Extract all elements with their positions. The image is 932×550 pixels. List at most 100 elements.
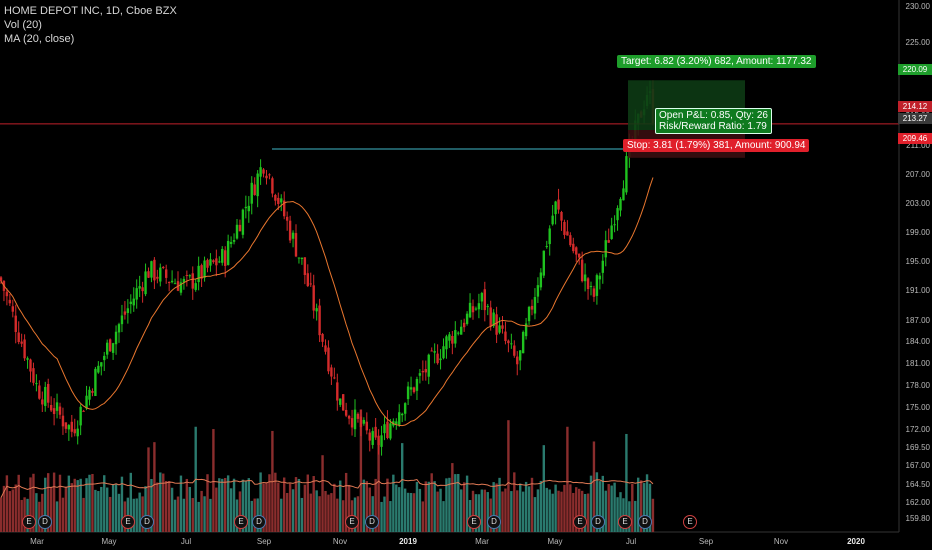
candle-body — [362, 419, 366, 424]
candle-body — [607, 240, 610, 243]
earnings-marker[interactable]: E — [618, 515, 632, 529]
time-tick: Mar — [30, 537, 44, 546]
candle-body — [424, 369, 427, 373]
candle-body — [271, 178, 274, 194]
candle-body — [106, 342, 109, 355]
volume-bar — [551, 493, 554, 532]
candle-body — [583, 274, 587, 282]
candle-body — [536, 285, 540, 297]
candle-body — [383, 424, 386, 434]
earnings-marker[interactable]: E — [234, 515, 248, 529]
earnings-marker[interactable]: E — [121, 515, 135, 529]
dividend-marker[interactable]: D — [140, 515, 154, 529]
volume-bar — [318, 496, 321, 532]
candle-body — [182, 278, 186, 283]
candle-body — [622, 188, 625, 201]
dividend-marker[interactable]: D — [252, 515, 266, 529]
candle-body — [165, 269, 168, 278]
volume-bar — [79, 478, 82, 532]
dividend-marker[interactable]: D — [638, 515, 652, 529]
volume-bar — [280, 498, 283, 532]
symbol-title[interactable]: HOME DEPOT INC, 1D, Cboe BZX — [4, 5, 177, 17]
volume-bar — [439, 488, 442, 532]
volume-bar — [315, 490, 318, 532]
candle-body — [309, 283, 312, 285]
candle-body — [8, 299, 12, 304]
volume-bar — [212, 429, 215, 532]
volume-bar — [604, 490, 607, 532]
volume-bar — [460, 489, 463, 532]
earnings-marker[interactable]: E — [345, 515, 359, 529]
volume-bar — [595, 472, 599, 532]
dividend-marker[interactable]: D — [487, 515, 501, 529]
candle-body — [197, 265, 200, 283]
volume-bar — [2, 485, 6, 532]
volume-bar — [268, 474, 271, 532]
volume-bar — [616, 497, 619, 532]
chart-grid — [0, 0, 900, 533]
dividend-marker[interactable]: D — [38, 515, 52, 529]
volume-bar — [206, 474, 209, 532]
volume-bar — [309, 493, 312, 532]
dividend-marker[interactable]: D — [365, 515, 379, 529]
candle-body — [144, 271, 147, 295]
volume-bar — [173, 499, 177, 532]
volume-bar — [11, 489, 14, 532]
candle-body — [519, 350, 522, 361]
candle-body — [468, 302, 472, 318]
candle-body — [253, 184, 256, 195]
volume-bar — [8, 491, 12, 532]
volume-bar — [70, 483, 73, 532]
price-tick: 211.00 — [906, 140, 930, 150]
candle-body — [132, 298, 135, 306]
candle-body — [460, 326, 463, 335]
candle-body — [462, 322, 466, 328]
stop-label[interactable]: Stop: 3.81 (1.79%) 381, Amount: 900.94 — [623, 139, 810, 152]
candle-body — [353, 409, 357, 430]
candle-body — [342, 394, 345, 411]
volume-bar — [156, 482, 159, 532]
candle-body — [218, 261, 221, 263]
target-label[interactable]: Target: 6.82 (3.20%) 682, Amount: 1177.3… — [617, 55, 816, 68]
volume-bar — [324, 490, 327, 532]
candle-body — [589, 286, 593, 288]
candle-body — [333, 377, 336, 379]
candle-body — [206, 259, 209, 268]
volume-bar — [294, 477, 298, 532]
candle-body — [350, 418, 354, 428]
volume-indicator-label[interactable]: Vol (20) — [4, 19, 42, 31]
volume-bar — [41, 493, 44, 532]
volume-bar — [406, 492, 410, 532]
volume-bar — [362, 479, 366, 532]
dividend-marker[interactable]: D — [591, 515, 605, 529]
candle-body — [365, 421, 368, 431]
candle-body — [91, 391, 94, 393]
volume-bar — [165, 480, 168, 532]
volume-bar — [291, 489, 295, 532]
earnings-marker[interactable]: E — [573, 515, 587, 529]
candle-body — [162, 266, 165, 268]
earnings-marker[interactable]: E — [683, 515, 697, 529]
candle-body — [521, 331, 525, 354]
candle-body — [49, 404, 53, 411]
price-tick: 199.00 — [905, 228, 930, 238]
volume-bar — [454, 474, 457, 532]
ma-indicator-label[interactable]: MA (20, close) — [4, 33, 75, 45]
earnings-marker[interactable]: E — [467, 515, 481, 529]
candle-body — [306, 273, 309, 287]
candle-body — [291, 232, 295, 239]
candle-body — [554, 201, 557, 215]
volume-bar — [138, 492, 141, 532]
candle-body — [542, 250, 545, 276]
candle-body — [395, 421, 398, 425]
volume-bar — [262, 483, 265, 532]
volume-bar — [448, 477, 451, 532]
volume-bar — [533, 497, 537, 532]
candle-body — [150, 261, 153, 278]
candle-body — [138, 286, 141, 289]
earnings-marker[interactable]: E — [22, 515, 36, 529]
candle-body — [604, 240, 607, 258]
candle-body — [209, 259, 212, 266]
open-pnl-box[interactable]: Open P&L: 0.85, Qty: 26 Risk/Reward Rati… — [655, 108, 772, 134]
